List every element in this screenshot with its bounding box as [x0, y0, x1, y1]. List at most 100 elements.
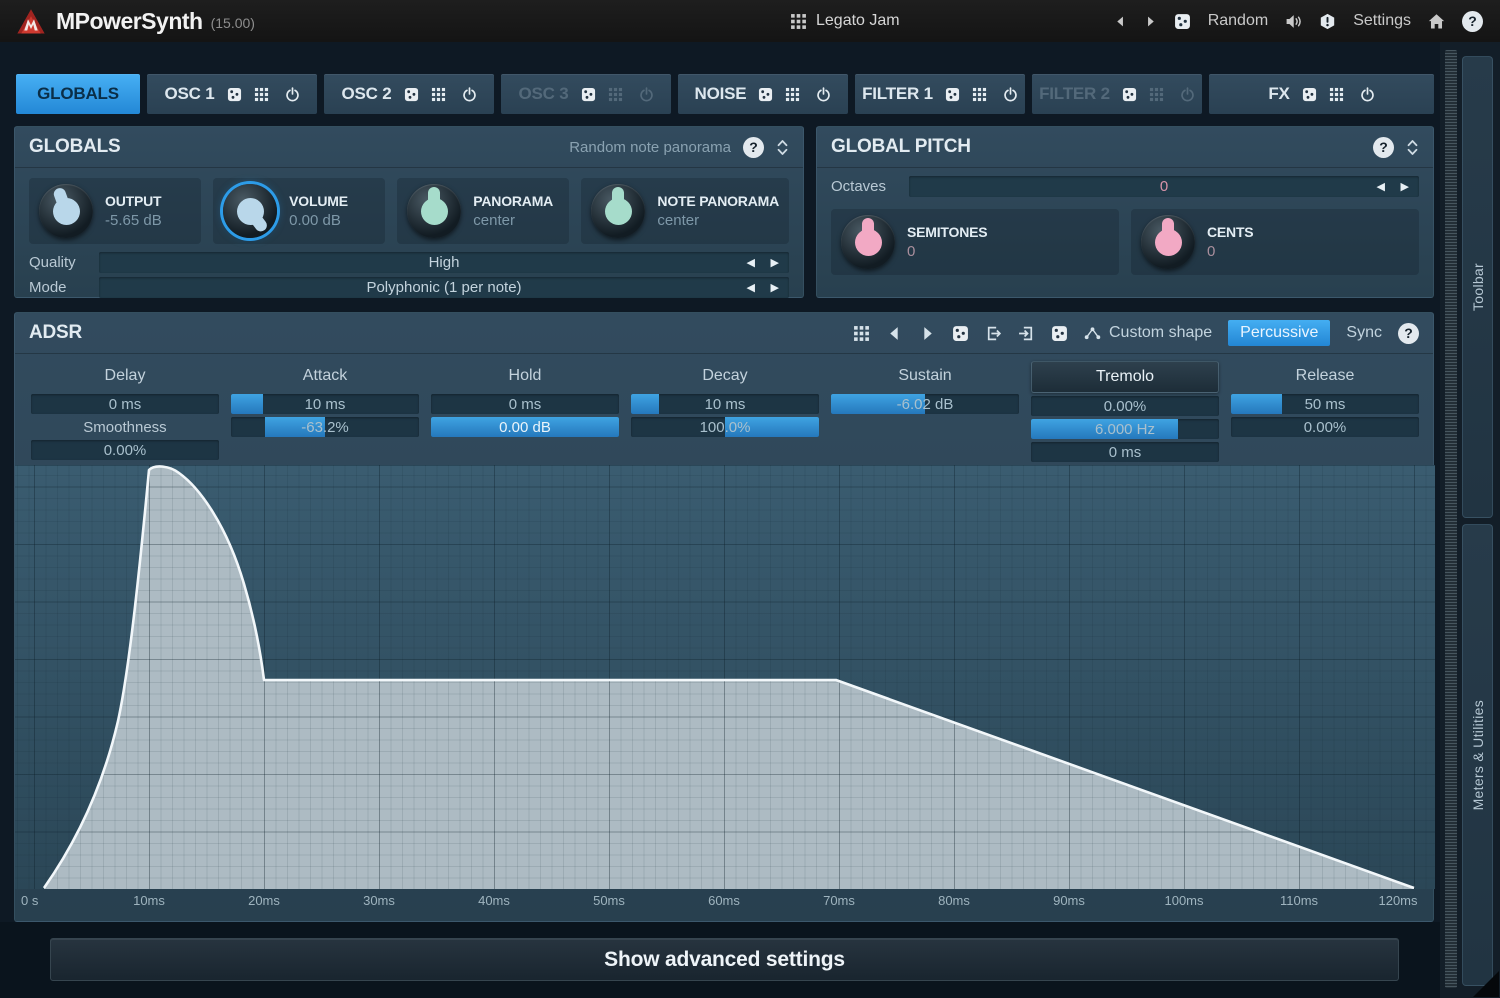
- tab-menu-icon[interactable]: [972, 87, 987, 102]
- octaves-prev-icon[interactable]: ◀: [1376, 181, 1385, 193]
- tab-menu-icon[interactable]: [608, 87, 623, 102]
- pitch-help-icon[interactable]: ?: [1373, 136, 1394, 158]
- tab-osc-1[interactable]: OSC 1: [147, 74, 317, 114]
- previous-preset-icon[interactable]: [1114, 13, 1127, 30]
- tab-menu-icon[interactable]: [1329, 87, 1344, 102]
- tab-osc-3[interactable]: OSC 3: [501, 74, 671, 114]
- param-bar-attack-63-2[interactable]: -63.2%: [231, 417, 419, 437]
- panorama-knob[interactable]: [407, 184, 462, 238]
- tab-power-icon[interactable]: [1003, 87, 1018, 102]
- resize-drag-strip[interactable]: [1445, 50, 1457, 988]
- tab-dice-icon[interactable]: [1302, 87, 1317, 102]
- time-tick-label: 90ms: [1053, 893, 1085, 908]
- settings-button[interactable]: Settings: [1353, 12, 1411, 29]
- tab-osc-2[interactable]: OSC 2: [324, 74, 494, 114]
- random-button[interactable]: Random: [1207, 12, 1269, 29]
- tab-menu-icon[interactable]: [785, 87, 800, 102]
- param-bar-delay-0-ms[interactable]: 0 ms: [31, 394, 219, 414]
- envelope-graph[interactable]: [15, 465, 1435, 889]
- warning-icon[interactable]: [1319, 13, 1336, 30]
- output-knob[interactable]: [39, 184, 93, 238]
- globals-help-icon[interactable]: ?: [743, 136, 764, 158]
- tab-filter-2[interactable]: FILTER 2: [1032, 74, 1202, 114]
- mode-selector[interactable]: Polyphonic (1 per note) ◀ ▶: [99, 277, 789, 298]
- knob-note-panorama[interactable]: NOTE PANORAMA center: [581, 178, 790, 244]
- sync-button[interactable]: Sync: [1346, 324, 1382, 341]
- quality-selector[interactable]: High ◀ ▶: [99, 252, 789, 273]
- tab-dice-icon[interactable]: [1122, 87, 1137, 102]
- param-bar-hold-0-00-db[interactable]: 0.00 dB: [431, 417, 619, 437]
- tab-menu-icon[interactable]: [254, 87, 269, 102]
- octaves-slider[interactable]: 0 ◀ ▶: [909, 176, 1419, 197]
- tab-power-icon[interactable]: [816, 87, 831, 102]
- param-bar-tremolo-0-00[interactable]: 0.00%: [1031, 396, 1219, 416]
- param-bar-decay-10-ms[interactable]: 10 ms: [631, 394, 819, 414]
- param-bar-delay-0-00[interactable]: 0.00%: [31, 440, 219, 460]
- time-tick-label: 120ms: [1378, 893, 1418, 908]
- home-icon[interactable]: [1428, 13, 1445, 30]
- mode-prev-icon[interactable]: ◀: [746, 282, 755, 294]
- param-bar-attack-10-ms[interactable]: 10 ms: [231, 394, 419, 414]
- help-icon[interactable]: ?: [1462, 10, 1483, 32]
- adsr-arrow-right-icon[interactable]: [919, 325, 936, 342]
- pitch-collapse-icon[interactable]: [1406, 139, 1419, 156]
- param-bar-sustain-6-02-db[interactable]: -6.02 dB: [831, 394, 1019, 414]
- tab-noise[interactable]: NOISE: [678, 74, 848, 114]
- preset-selector[interactable]: Legato Jam: [790, 0, 900, 42]
- tab-menu-icon[interactable]: [1149, 87, 1164, 102]
- custom-shape-button[interactable]: Custom shape: [1084, 324, 1212, 342]
- window-resize-corner[interactable]: [1473, 971, 1499, 997]
- adsr-arrow-left-icon[interactable]: [886, 325, 903, 342]
- tab-power-icon[interactable]: [1180, 87, 1195, 102]
- note-panorama-knob[interactable]: [591, 184, 646, 238]
- knob-volume[interactable]: VOLUME 0.00 dB: [213, 178, 386, 244]
- percussive-button[interactable]: Percussive: [1228, 320, 1331, 346]
- knob-output[interactable]: OUTPUT -5.65 dB: [29, 178, 202, 244]
- tab-power-icon[interactable]: [285, 87, 300, 102]
- knob-semitones[interactable]: SEMITONES 0: [831, 209, 1119, 275]
- meters-utilities-side-tab[interactable]: Meters & Utilities: [1462, 524, 1493, 986]
- tab-menu-icon[interactable]: [431, 87, 446, 102]
- volume-knob[interactable]: [223, 184, 278, 238]
- tab-dice-icon[interactable]: [945, 87, 960, 102]
- param-bar-release-0-00[interactable]: 0.00%: [1231, 417, 1419, 437]
- adsr-import-icon[interactable]: [985, 325, 1002, 342]
- param-bar-hold-0-ms[interactable]: 0 ms: [431, 394, 619, 414]
- tab-dice-icon[interactable]: [227, 87, 242, 102]
- globals-collapse-icon[interactable]: [776, 139, 789, 156]
- tab-dice-icon[interactable]: [581, 87, 596, 102]
- param-bar-decay-100-0[interactable]: 100.0%: [631, 417, 819, 437]
- tab-power-icon[interactable]: [639, 87, 654, 102]
- next-preset-icon[interactable]: [1144, 13, 1157, 30]
- show-advanced-settings-button[interactable]: Show advanced settings: [50, 938, 1399, 981]
- tab-fx[interactable]: FX: [1209, 74, 1434, 114]
- adsr-grid-icon[interactable]: [853, 325, 870, 342]
- knob-panorama[interactable]: PANORAMA center: [397, 178, 570, 244]
- quality-next-icon[interactable]: ▶: [770, 257, 779, 269]
- preset-grid-icon: [790, 13, 807, 30]
- tab-dice-icon[interactable]: [758, 87, 773, 102]
- param-bar-tremolo-6-000-hz[interactable]: 6.000 Hz: [1031, 419, 1219, 439]
- tab-filter-1[interactable]: FILTER 1: [855, 74, 1025, 114]
- toolbar-side-tab[interactable]: Toolbar: [1462, 56, 1493, 518]
- mode-next-icon[interactable]: ▶: [770, 282, 779, 294]
- random-note-panorama-option[interactable]: Random note panorama: [569, 138, 731, 156]
- knob-cents[interactable]: CENTS 0: [1131, 209, 1419, 275]
- semitones-knob[interactable]: [841, 215, 895, 269]
- tab-dice-icon[interactable]: [404, 87, 419, 102]
- adsr-export-icon[interactable]: [1018, 325, 1035, 342]
- audio-output-icon[interactable]: [1285, 13, 1302, 30]
- tab-power-icon[interactable]: [1360, 87, 1375, 102]
- adsr-dice-icon-2[interactable]: [1051, 325, 1068, 342]
- tab-power-icon[interactable]: [462, 87, 477, 102]
- adsr-dice-icon[interactable]: [952, 325, 969, 342]
- octaves-next-icon[interactable]: ▶: [1400, 181, 1409, 193]
- quality-prev-icon[interactable]: ◀: [746, 257, 755, 269]
- cents-knob[interactable]: [1141, 215, 1195, 269]
- param-bar-tremolo-0-ms[interactable]: 0 ms: [1031, 442, 1219, 462]
- randomize-dice-icon[interactable]: [1174, 13, 1191, 30]
- adsr-help-icon[interactable]: ?: [1398, 322, 1419, 344]
- tab-globals[interactable]: GLOBALS: [16, 74, 140, 114]
- param-bar-release-50-ms[interactable]: 50 ms: [1231, 394, 1419, 414]
- tremolo-button[interactable]: Tremolo: [1031, 361, 1219, 393]
